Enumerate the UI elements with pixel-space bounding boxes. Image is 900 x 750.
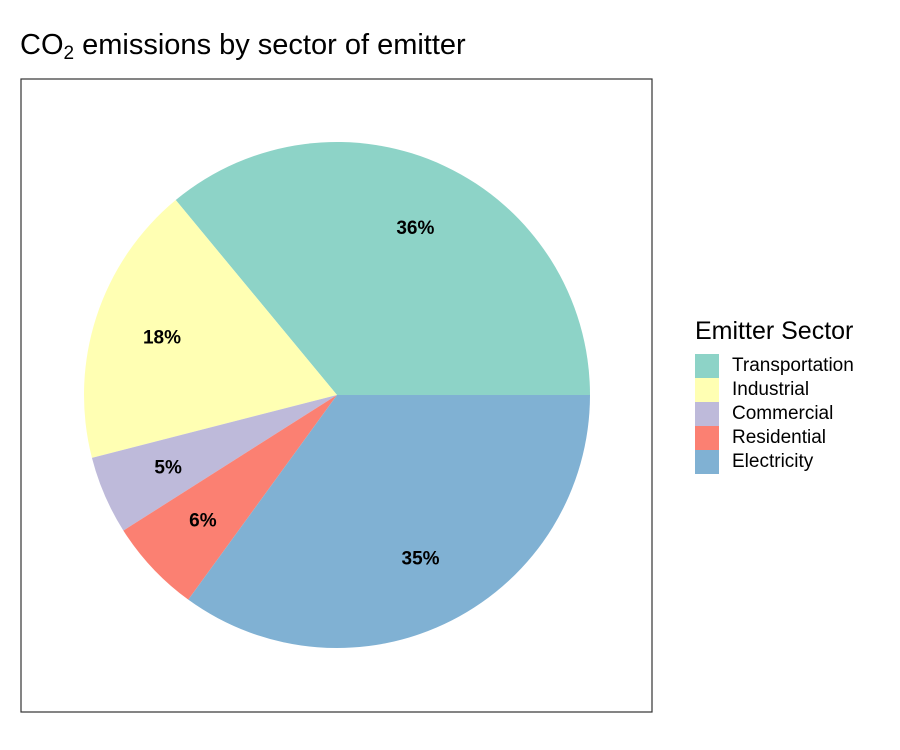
- pie-slice-labels: 36% 18% 5% 6% 35%: [143, 218, 440, 569]
- slice-label-commercial: 5%: [154, 458, 182, 479]
- legend-swatch-commercial: [695, 402, 719, 426]
- legend-swatch-electricity: [695, 450, 719, 474]
- legend-swatch-residential: [695, 426, 719, 450]
- legend-item-electricity: Electricity: [695, 450, 854, 474]
- legend-label-residential: Residential: [732, 427, 826, 448]
- legend-item-commercial: Commercial: [695, 402, 854, 426]
- legend-item-industrial: Industrial: [695, 378, 854, 402]
- legend-label-industrial: Industrial: [732, 379, 810, 400]
- slice-label-transportation: 36%: [396, 218, 434, 239]
- title-rest: emissions by sector of emitter: [74, 29, 466, 61]
- legend-swatch-transportation: [695, 354, 719, 378]
- pie-slice-commercial: [91, 395, 338, 531]
- plot-panel-border: [20, 78, 653, 713]
- legend-items: Transportation Industrial Commercial Reside…: [695, 354, 854, 474]
- legend-item-transportation: Transportation: [695, 354, 854, 378]
- legend-label-transportation: Transportation: [732, 355, 854, 376]
- legend-label-commercial: Commercial: [732, 403, 834, 424]
- pie-slices: [84, 141, 590, 649]
- pie-slice-transportation: [175, 141, 590, 395]
- legend: Emitter Sector Transportation Industrial C…: [695, 316, 854, 474]
- legend-title: Emitter Sector: [695, 317, 854, 345]
- slice-label-industrial: 18%: [143, 328, 181, 349]
- title-main: CO: [20, 29, 64, 61]
- legend-label-electricity: Electricity: [732, 451, 814, 472]
- slice-label-electricity: 35%: [402, 548, 440, 569]
- pie-slice-residential: [123, 395, 337, 600]
- legend-swatch-industrial: [695, 378, 719, 402]
- title-subscript: 2: [63, 43, 75, 64]
- chart-title: CO2 emissions by sector of emitter: [20, 28, 466, 64]
- legend-item-residential: Residential: [695, 426, 854, 450]
- pie-slice-electricity: [188, 395, 590, 649]
- slice-label-residential: 6%: [189, 510, 217, 531]
- pie-slice-industrial: [84, 200, 337, 458]
